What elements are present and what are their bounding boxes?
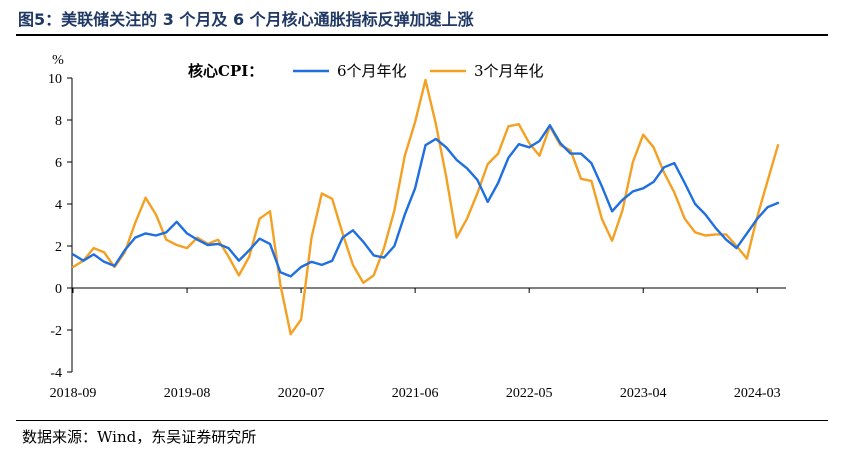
x-tick-label: 2022-05 (506, 386, 553, 401)
y-tick-label: -4 (50, 366, 62, 381)
y-tick-label: 8 (55, 114, 62, 129)
x-tick-label: 2019-08 (164, 386, 211, 401)
legend: 核心CPI： 6个月年化 3个月年化 (188, 62, 544, 80)
series-lines (71, 78, 780, 336)
y-tick-label: 4 (55, 198, 62, 213)
x-tick-label: 2021-06 (392, 386, 439, 401)
x-tick-label: 2023-04 (620, 386, 667, 401)
series-line-3m (71, 78, 780, 336)
legend-label: 3个月年化 (474, 62, 544, 80)
y-tick-label: 6 (55, 156, 62, 171)
y-axis: % 10 8 6 4 2 0 -2 -4 (48, 53, 73, 381)
source-rule (16, 420, 828, 421)
y-axis-unit: % (52, 53, 64, 68)
y-tick-label: 2 (55, 240, 62, 255)
title-rule (16, 34, 828, 36)
y-tick-label: -2 (50, 324, 62, 339)
x-tick-label: 2020-07 (278, 386, 325, 401)
y-tick-label: 0 (55, 282, 62, 297)
x-axis: 2018-09 2019-08 2020-07 2021-06 2022-05 2023-… (50, 287, 786, 401)
figure-title: 图5：美联储关注的 3 个月及 6 个月核心通胀指标反弹加速上涨 (18, 10, 474, 29)
x-tick-label: 2024-03 (734, 386, 781, 401)
x-tick-label: 2018-09 (50, 386, 97, 401)
y-tick-label: 10 (48, 72, 62, 87)
source-note: 数据来源：Wind，东吴证券研究所 (22, 428, 257, 446)
legend-title: 核心CPI： (188, 62, 263, 80)
series-line-6m (71, 124, 780, 278)
legend-label: 6个月年化 (337, 62, 407, 80)
